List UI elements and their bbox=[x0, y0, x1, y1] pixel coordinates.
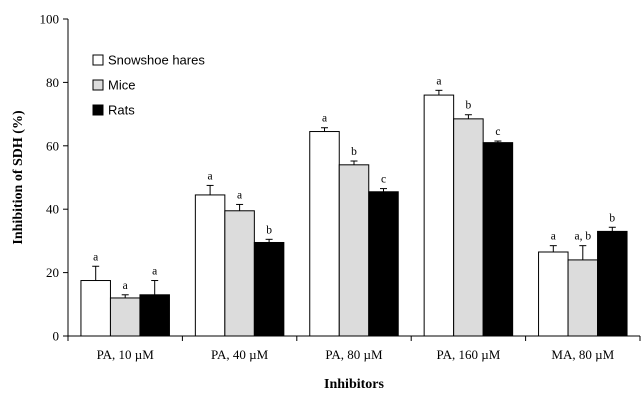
significance-letter: a bbox=[93, 251, 98, 263]
significance-letter: a, b bbox=[574, 231, 591, 243]
y-tick-label: 100 bbox=[40, 12, 60, 27]
legend-label: Snowshoe hares bbox=[108, 53, 205, 68]
x-category-label: PA, 160 µM bbox=[437, 347, 501, 362]
legend-label: Mice bbox=[108, 78, 135, 93]
bar bbox=[139, 294, 170, 337]
significance-letter: c bbox=[381, 174, 386, 186]
bar bbox=[309, 131, 340, 337]
significance-letter: c bbox=[495, 126, 500, 138]
bar bbox=[224, 210, 255, 337]
y-tick-label: 40 bbox=[46, 202, 59, 217]
bar bbox=[194, 194, 226, 337]
bar bbox=[109, 297, 141, 337]
y-tick-label: 0 bbox=[53, 329, 60, 344]
bar bbox=[338, 164, 370, 337]
y-tick-label: 60 bbox=[46, 138, 59, 153]
bar bbox=[538, 251, 569, 337]
bar bbox=[80, 280, 111, 337]
significance-letter: a bbox=[123, 280, 128, 292]
x-category-label: PA, 80 µM bbox=[325, 347, 383, 362]
significance-letter: b bbox=[609, 212, 615, 224]
significance-letter: b bbox=[466, 100, 472, 112]
legend: Snowshoe hares Mice Rats bbox=[92, 53, 205, 118]
y-axis: 0 20 40 60 80 100 bbox=[40, 12, 69, 344]
bar bbox=[567, 259, 599, 337]
significance-letter: a bbox=[152, 266, 157, 278]
significance-letter: b bbox=[266, 224, 272, 236]
x-category-label: MA, 80 µM bbox=[551, 347, 614, 362]
bar bbox=[368, 191, 399, 337]
significance-letter: a bbox=[436, 75, 441, 87]
x-category-label: PA, 10 µM bbox=[97, 347, 155, 362]
significance-letter: a bbox=[551, 231, 556, 243]
bar bbox=[482, 142, 514, 337]
legend-swatch bbox=[92, 79, 104, 91]
bar bbox=[253, 241, 285, 337]
y-tick-label: 20 bbox=[46, 265, 59, 280]
y-tick-label: 80 bbox=[46, 75, 59, 90]
significance-letter: a bbox=[208, 170, 213, 182]
legend-swatch bbox=[92, 104, 104, 116]
x-axis: PA, 10 µM PA, 40 µM PA, 80 µM PA, 160 µM MA,… bbox=[67, 335, 641, 362]
significance-letter: b bbox=[351, 146, 357, 158]
y-axis-title: Inhibition of SDH (%) bbox=[11, 110, 26, 245]
significance-letter: a bbox=[237, 189, 242, 201]
x-category-label: PA, 40 µM bbox=[211, 347, 269, 362]
legend-label: Rats bbox=[108, 103, 135, 118]
bars: a a a a a a a b b a, b a b c c b bbox=[80, 75, 628, 337]
significance-letter: a bbox=[322, 113, 327, 125]
x-axis-title: Inhibitors bbox=[324, 377, 384, 392]
bar bbox=[597, 230, 628, 337]
bar bbox=[423, 94, 455, 337]
legend-swatch bbox=[92, 54, 104, 66]
bar bbox=[453, 118, 484, 337]
